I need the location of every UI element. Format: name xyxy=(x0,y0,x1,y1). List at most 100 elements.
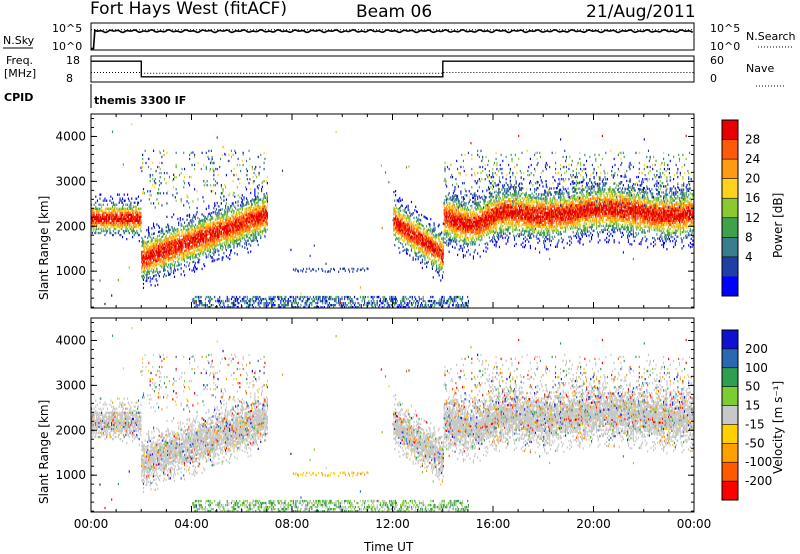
power-cell xyxy=(155,285,156,287)
power-cell xyxy=(290,249,291,251)
power-cell xyxy=(233,202,234,204)
power-cell xyxy=(234,252,235,254)
power-cell xyxy=(433,246,434,248)
power-cell xyxy=(127,204,128,206)
power-cell xyxy=(247,209,248,211)
power-cell xyxy=(222,146,223,148)
power-cell xyxy=(420,231,421,233)
power-cell xyxy=(450,235,451,237)
power-cell xyxy=(265,229,266,231)
power-cell xyxy=(253,176,254,178)
power-cell xyxy=(425,302,426,304)
power-cell xyxy=(180,217,181,219)
station-title: Fort Hays West (fitACF) xyxy=(90,0,287,19)
power-cell xyxy=(243,213,244,215)
power-cell xyxy=(139,222,140,224)
power-cell xyxy=(452,184,453,186)
power-cell xyxy=(181,267,182,269)
power-cell xyxy=(422,304,423,306)
power-cell xyxy=(452,211,453,213)
power-cell xyxy=(163,150,164,152)
power-cell xyxy=(233,168,234,170)
power-cell xyxy=(443,257,444,259)
power-cell xyxy=(397,238,398,240)
power-cell xyxy=(192,257,193,259)
power-cell xyxy=(328,304,329,306)
power-cell xyxy=(176,176,177,178)
power-cell xyxy=(188,202,189,204)
power-cell xyxy=(231,156,232,158)
power-cell xyxy=(258,226,259,228)
power-cell xyxy=(161,182,162,184)
power-cell xyxy=(261,302,262,304)
power-cell xyxy=(189,262,190,264)
power-cell xyxy=(258,192,259,194)
power-cell xyxy=(153,223,154,225)
power-cell xyxy=(176,164,177,166)
power-cell xyxy=(159,184,160,186)
power-cell xyxy=(171,271,172,273)
power-cell xyxy=(151,227,152,229)
power-cell xyxy=(403,298,404,300)
power-cell xyxy=(192,217,193,219)
power-cell xyxy=(258,201,259,203)
power-cell xyxy=(395,190,396,192)
power-cell xyxy=(164,273,165,275)
power-cell xyxy=(149,271,150,273)
power-cell xyxy=(115,228,116,230)
power-cell xyxy=(398,304,399,306)
power-cell xyxy=(239,196,240,198)
power-cell xyxy=(460,174,461,176)
power-cell xyxy=(119,230,120,232)
power-cell xyxy=(420,262,421,264)
power-cell xyxy=(256,298,257,300)
power-cell xyxy=(449,304,450,306)
power-cell xyxy=(194,271,195,273)
power-cell xyxy=(146,277,147,279)
power-cell xyxy=(206,256,207,258)
power-cell xyxy=(99,198,100,200)
power-cell xyxy=(109,224,110,226)
power-cell xyxy=(239,182,240,184)
power-cell xyxy=(405,301,406,303)
power-cell xyxy=(114,214,115,216)
power-cell xyxy=(104,198,105,200)
power-cell xyxy=(184,228,185,230)
power-cell xyxy=(443,253,444,255)
power-cell xyxy=(454,200,455,202)
power-cell xyxy=(375,304,376,306)
power-cell xyxy=(212,258,213,260)
power-cell xyxy=(142,267,143,269)
power-cell xyxy=(223,218,224,220)
power-cell xyxy=(449,202,450,204)
power-cell xyxy=(203,251,204,253)
power-cell xyxy=(219,300,220,302)
power-cell xyxy=(160,192,161,194)
power-cell xyxy=(430,228,431,230)
power-cell xyxy=(116,222,117,224)
power-cell xyxy=(206,254,207,256)
power-cell xyxy=(264,158,265,160)
power-cell xyxy=(138,196,139,198)
power-cell xyxy=(152,184,153,186)
power-cell xyxy=(166,275,167,277)
power-cell xyxy=(123,230,124,232)
power-cell xyxy=(302,270,303,272)
power-cell xyxy=(396,298,397,300)
power-cell xyxy=(306,302,307,304)
power-cell xyxy=(183,246,184,248)
power-cell xyxy=(172,264,173,266)
power-cell xyxy=(247,302,248,304)
power-cell xyxy=(267,222,268,224)
power-cell xyxy=(195,216,196,218)
power-cell xyxy=(187,214,188,216)
power-cell xyxy=(238,235,239,237)
power-cell xyxy=(190,258,191,260)
power-cell xyxy=(455,178,456,180)
power-cell xyxy=(146,253,147,255)
power-cell xyxy=(405,296,406,298)
power-cell xyxy=(228,300,229,302)
power-cell xyxy=(256,236,257,238)
power-cell xyxy=(230,241,231,243)
power-cell xyxy=(183,186,184,188)
